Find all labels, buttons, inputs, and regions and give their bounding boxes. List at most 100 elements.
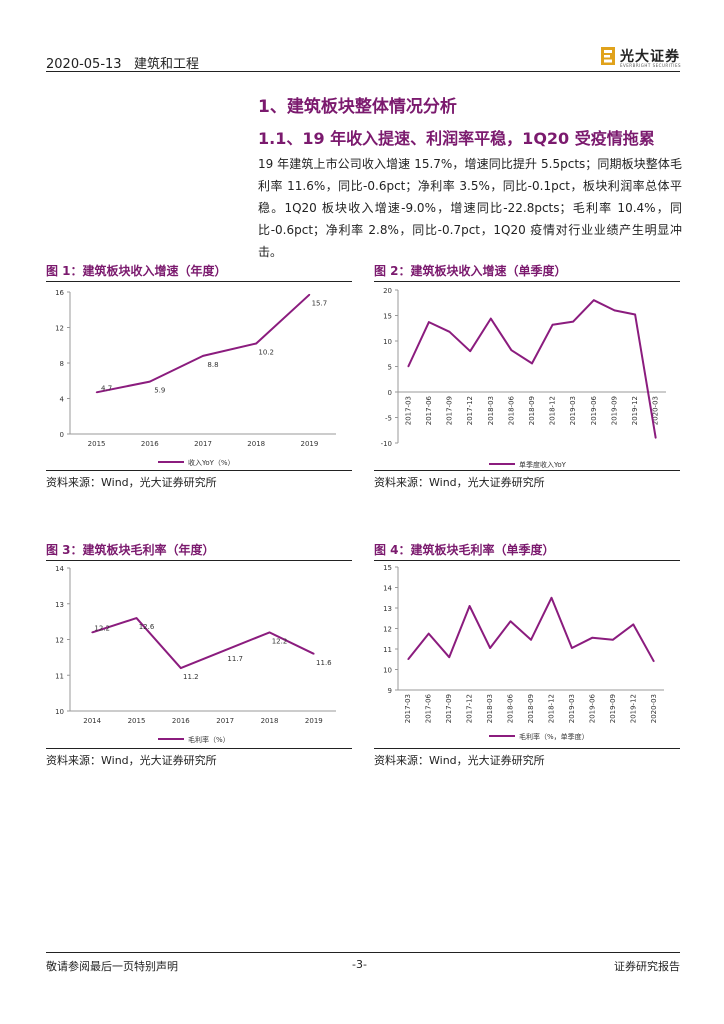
figure-2-chart: 20 15 10 5 0 -5 -10 2017-03 2017-06 2017-09 2017-1… (381, 287, 666, 469)
data-point (268, 631, 271, 634)
figure-3-bottom-rule (46, 748, 352, 749)
logo-cn: 光大证券 (620, 49, 680, 65)
data-point (202, 355, 204, 357)
y-tick-label: 15 (383, 564, 392, 572)
data-label: 4.7 (101, 384, 112, 392)
x-tick-label: 2019-09 (609, 694, 617, 723)
x-tick-label: 2020-03 (650, 694, 658, 723)
data-point (572, 320, 575, 323)
data-point (489, 647, 491, 649)
figure-1-bottom-rule (46, 470, 352, 471)
data-label: 10.2 (258, 348, 274, 356)
y-tick-label: 15 (383, 313, 392, 321)
data-label: 11.6 (316, 659, 332, 667)
y-tick-label: 10 (383, 667, 392, 675)
data-label: 5.9 (154, 387, 165, 395)
data-point (308, 293, 311, 296)
footer-report-type: 证券研究报告 (614, 960, 680, 973)
x-tick-label: 2015 (128, 717, 146, 725)
data-point (531, 362, 533, 365)
data-point (612, 638, 614, 641)
figure-3-chart: 14 13 12 11 10 2014 2015 2016 2017 2018 2019 12.2 12… (55, 565, 336, 744)
data-point (313, 653, 315, 655)
y-tick-label: 14 (55, 565, 64, 573)
data-point (149, 380, 151, 383)
x-tick-label: 2019 (305, 717, 323, 725)
x-tick-label: 2017-06 (425, 693, 433, 723)
data-point (613, 309, 616, 312)
x-tick-label: 2014 (83, 717, 101, 725)
figure-1-title: 图 1：建筑板块收入增速（年度） (46, 264, 227, 278)
data-point (509, 620, 512, 623)
x-tick-label: 2019-06 (590, 395, 598, 425)
x-tick-label: 2016 (172, 717, 190, 725)
body-paragraph: 19 年建筑上市公司收入增速 15.7%，增速同比提升 5.5pcts；同期板块… (258, 157, 682, 259)
x-tick-label: 2017-09 (445, 694, 453, 723)
page-number: -3- (352, 958, 367, 971)
y-tick-label: 5 (388, 364, 392, 372)
section-heading: 1、建筑板块整体情况分析 (258, 97, 457, 117)
y-tick-label: 9 (388, 687, 392, 695)
data-label: 15.7 (312, 300, 328, 308)
data-point (468, 605, 471, 607)
x-tick-label: 2019-12 (629, 694, 637, 723)
footer-disclaimer: 敬请参阅最后一页特别声明 (46, 960, 178, 973)
date-text: 2020-05-13 (46, 57, 122, 72)
data-point (428, 321, 430, 323)
data-point (551, 323, 554, 326)
y-tick-label: 13 (383, 605, 392, 613)
data-point (180, 667, 182, 669)
footer-rule (46, 952, 680, 953)
legend-label: 单季度收入YoY (519, 460, 567, 469)
x-tick-label: 2020-03 (652, 396, 660, 425)
figure-4-top-rule (374, 560, 680, 561)
figure-4-bottom-rule (374, 748, 680, 749)
header-rule (46, 71, 680, 72)
y-tick-label: 14 (383, 585, 392, 593)
x-tick-label: 2018 (247, 440, 265, 448)
category-text: 建筑和工程 (133, 57, 199, 72)
data-label: 11.7 (227, 655, 243, 663)
y-tick-label: 10 (383, 338, 392, 346)
x-tick-label: 2018-12 (547, 694, 555, 723)
data-point (550, 596, 553, 599)
x-tick-label: 2017 (194, 440, 212, 448)
data-point (632, 623, 635, 626)
figure-4-title: 图 4：建筑板块毛利率（单季度） (374, 543, 555, 557)
legend-label: 毛利率（%） (188, 735, 230, 744)
x-tick-label: 2018-06 (507, 693, 515, 723)
data-point (255, 342, 257, 345)
logo-mark-icon (601, 47, 615, 65)
data-label: 12.6 (139, 623, 155, 631)
x-tick-label: 2019-03 (569, 396, 577, 425)
company-logo: 光大证券 EVERBRIGHT SECURITIES (600, 46, 682, 68)
data-point (654, 437, 657, 439)
figure-4-source: 资料来源：Wind，光大证券研究所 (374, 754, 545, 767)
data-point (91, 631, 93, 634)
y-tick-label: 12 (55, 325, 64, 333)
y-tick-label: -5 (385, 415, 392, 423)
data-point (224, 649, 226, 652)
series-line (96, 293, 311, 394)
logo-en: EVERBRIGHT SECURITIES (620, 63, 682, 68)
y-tick-label: 12 (383, 626, 392, 634)
series-line (91, 617, 315, 670)
x-tick-label: 2018-03 (486, 694, 494, 723)
figure-1-top-rule (46, 281, 352, 282)
x-tick-label: 2017-12 (466, 396, 474, 425)
y-tick-label: 4 (60, 396, 65, 404)
figure-2-source: 资料来源：Wind，光大证券研究所 (374, 476, 545, 489)
y-tick-label: 8 (60, 360, 64, 368)
figure-1-source: 资料来源：Wind，光大证券研究所 (46, 476, 217, 489)
data-point (135, 617, 138, 619)
data-point (448, 656, 450, 658)
data-point (448, 331, 451, 333)
x-tick-label: 2019-06 (588, 693, 596, 723)
legend-label: 收入YoY（%） (188, 458, 235, 467)
y-tick-label: 11 (55, 672, 64, 680)
x-tick-label: 2019-03 (568, 694, 576, 723)
data-point (510, 349, 513, 351)
x-tick-label: 2018 (261, 717, 279, 725)
data-label: 8.8 (207, 361, 218, 369)
figure-4-chart: 15 14 13 12 11 10 9 2017-03 2017-06 2017-09 2017-1… (383, 564, 664, 741)
